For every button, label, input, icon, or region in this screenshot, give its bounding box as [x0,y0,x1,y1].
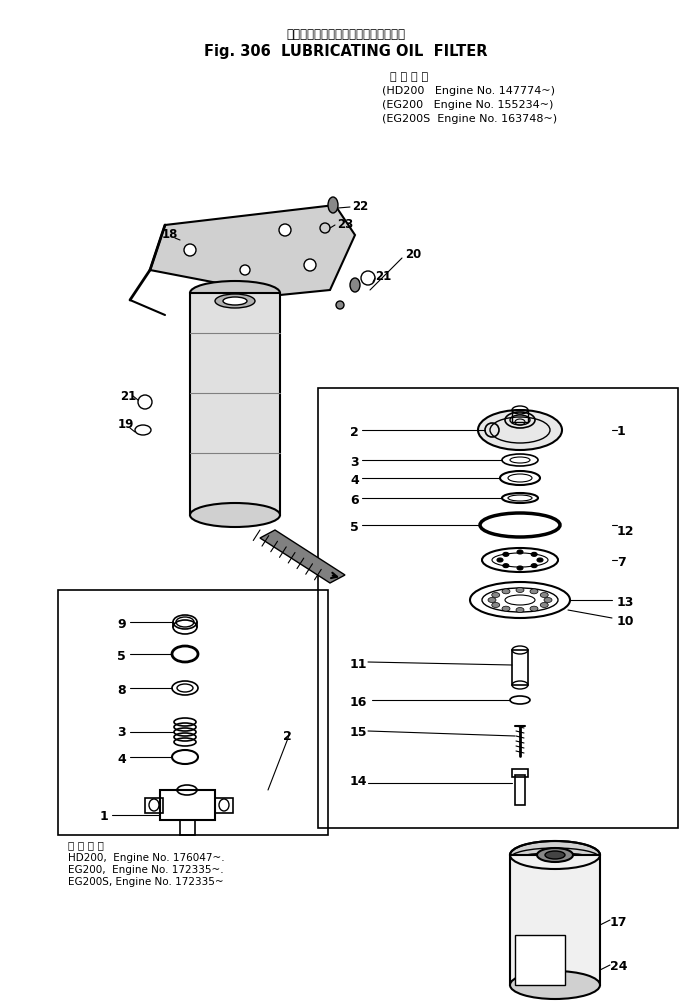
Ellipse shape [497,558,503,562]
Text: 6: 6 [350,494,358,507]
Text: 21: 21 [120,390,136,403]
Bar [58,590,328,835]
Bar [145,798,163,813]
Text: 16: 16 [350,696,367,709]
Polygon shape [190,293,280,515]
Ellipse shape [544,598,552,603]
Text: 23: 23 [337,218,353,231]
Text: 5: 5 [350,521,358,534]
Text: 14: 14 [350,775,367,788]
Bar [215,798,233,813]
Text: 24: 24 [610,960,628,973]
Text: 18: 18 [162,228,178,241]
Ellipse shape [545,851,565,859]
Text: 13: 13 [617,596,635,609]
Text: 2: 2 [350,426,358,439]
Bar [160,790,215,820]
Ellipse shape [184,244,196,256]
Ellipse shape [537,558,543,562]
Ellipse shape [540,593,548,598]
Text: (EG200   Engine No. 155234~): (EG200 Engine No. 155234~) [382,100,554,110]
Ellipse shape [240,265,250,275]
Ellipse shape [503,563,509,567]
Text: 適 用 号 機: 適 用 号 機 [390,72,428,82]
Ellipse shape [279,224,291,236]
Ellipse shape [503,552,509,556]
Text: 1: 1 [617,425,626,438]
Ellipse shape [502,607,510,612]
Ellipse shape [176,649,194,659]
Text: 3: 3 [350,456,358,469]
Text: 8: 8 [117,684,126,697]
Text: 9: 9 [117,618,126,631]
Ellipse shape [350,278,360,292]
Text: EG200,  Engine No. 172335~.: EG200, Engine No. 172335~. [68,865,224,875]
Ellipse shape [488,598,496,603]
Text: 2: 2 [283,730,292,743]
Polygon shape [510,855,600,985]
Ellipse shape [517,566,523,570]
Text: 1: 1 [100,810,109,823]
Ellipse shape [517,550,523,554]
Text: 11: 11 [350,658,367,671]
Text: 4: 4 [117,753,126,766]
Text: (EG200S  Engine No. 163748~): (EG200S Engine No. 163748~) [382,114,557,124]
Ellipse shape [510,841,600,869]
Ellipse shape [223,297,247,305]
Ellipse shape [530,607,538,612]
Ellipse shape [190,281,280,305]
Polygon shape [260,530,345,583]
Text: ルーブリケーティングオイルフィルタ: ルーブリケーティングオイルフィルタ [286,28,406,41]
Text: 17: 17 [610,916,628,929]
Bar [318,388,678,828]
Text: 21: 21 [375,270,391,283]
Text: 19: 19 [118,418,134,431]
Ellipse shape [516,608,524,613]
Ellipse shape [540,603,548,608]
Bar [515,775,525,805]
Text: EG200S, Engine No. 172335~: EG200S, Engine No. 172335~ [68,877,224,887]
Text: 22: 22 [352,200,368,213]
Ellipse shape [215,294,255,308]
Ellipse shape [510,971,600,999]
Ellipse shape [328,197,338,213]
Polygon shape [150,205,355,295]
Ellipse shape [492,593,500,598]
Text: 3: 3 [117,726,126,739]
Text: HD200,  Engine No. 176047~.: HD200, Engine No. 176047~. [68,853,225,863]
Ellipse shape [478,410,562,450]
Polygon shape [515,935,565,985]
Ellipse shape [492,603,500,608]
Bar [512,650,528,685]
Text: 5: 5 [117,650,126,663]
Ellipse shape [304,259,316,271]
Ellipse shape [190,503,280,527]
Text: 4: 4 [350,474,358,487]
Ellipse shape [336,301,344,309]
Text: 15: 15 [350,726,367,739]
Text: 12: 12 [617,525,635,538]
Text: Fig. 306  LUBRICATING OIL  FILTER: Fig. 306 LUBRICATING OIL FILTER [204,44,488,59]
Text: 10: 10 [617,615,635,628]
Text: 7: 7 [617,556,626,569]
Bar [512,769,528,777]
Bar [512,410,528,422]
Bar [180,820,195,835]
Ellipse shape [516,588,524,593]
Text: (HD200   Engine No. 147774~): (HD200 Engine No. 147774~) [382,86,555,96]
Text: 20: 20 [405,248,421,261]
Ellipse shape [530,589,538,594]
Ellipse shape [490,518,550,532]
Ellipse shape [531,563,537,567]
Ellipse shape [176,753,194,761]
Ellipse shape [531,552,537,556]
Ellipse shape [537,848,573,862]
Text: 適 用 号 機: 適 用 号 機 [68,840,104,850]
Ellipse shape [502,589,510,594]
